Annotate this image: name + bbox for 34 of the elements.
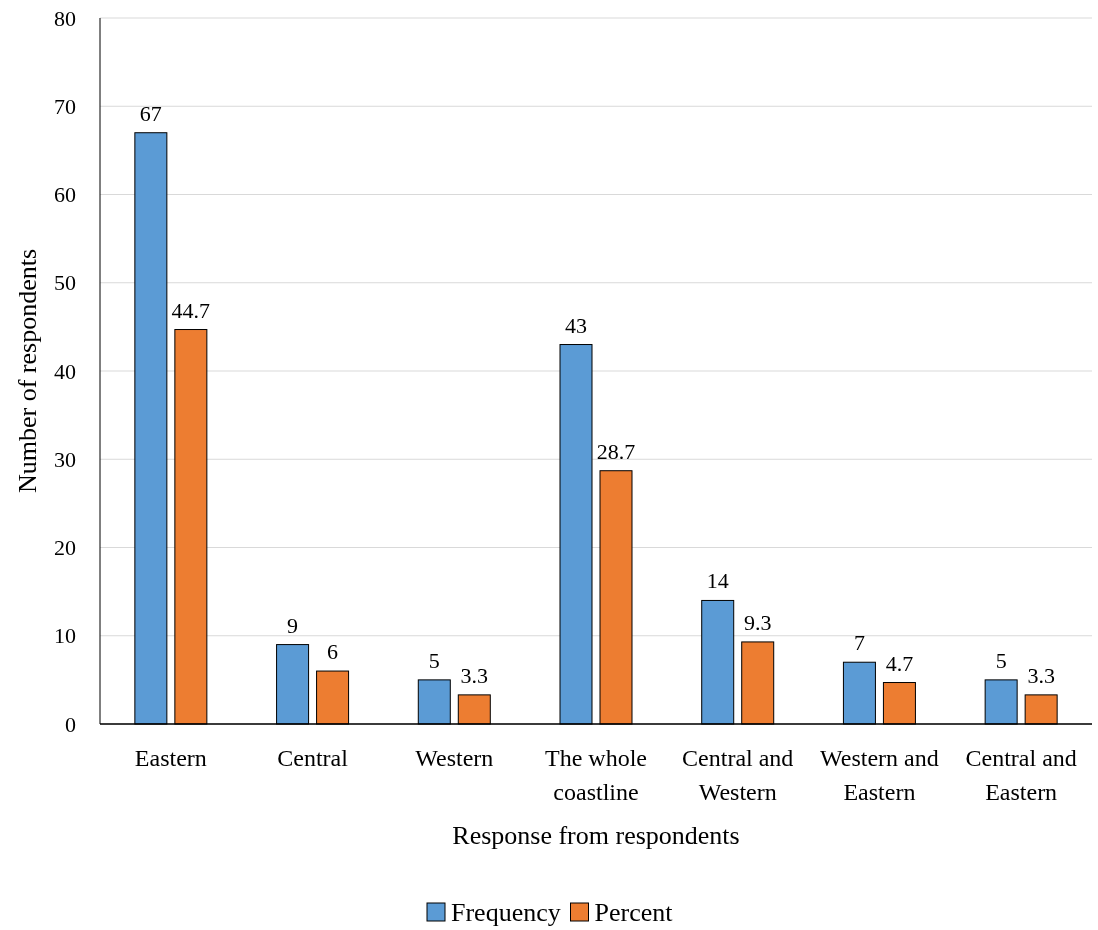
data-label: 67: [139, 100, 162, 126]
legend-label: Frequency: [451, 898, 561, 928]
y-tick-label: 30: [54, 446, 76, 472]
y-tick-label: 0: [65, 711, 76, 737]
y-tick-label: 10: [54, 623, 76, 649]
data-label: 9.3: [743, 609, 772, 635]
y-tick-label: 70: [54, 93, 76, 119]
data-label: 3.3: [460, 662, 489, 688]
x-tick-label: Western: [415, 745, 494, 771]
y-tick-label: 80: [54, 5, 76, 31]
y-tick-label: 60: [54, 182, 76, 208]
data-label: 14: [706, 568, 729, 594]
data-label: 6: [327, 639, 339, 665]
x-tick-label: Central and Western: [682, 745, 794, 805]
x-tick-label: Central: [277, 745, 349, 771]
data-label: 7: [853, 630, 865, 656]
data-label: 9: [287, 612, 299, 638]
legend-label: Percent: [594, 898, 674, 928]
x-axis-title: Response from respondents: [452, 821, 740, 850]
data-label: 44.7: [171, 297, 211, 323]
x-tick-label: Western and Eastern: [820, 745, 939, 805]
data-label: 5: [428, 647, 440, 673]
y-axis-title: Number of respondents: [13, 248, 42, 494]
data-label: 43: [565, 312, 587, 338]
y-tick-label: 50: [54, 270, 76, 296]
x-tick-label: Central and Eastern: [965, 745, 1077, 805]
data-label: 28.7: [596, 438, 636, 464]
x-tick-label: Eastern: [134, 745, 207, 771]
y-tick-label: 40: [54, 358, 76, 384]
x-tick-label: The whole coastline: [545, 745, 647, 805]
data-label: 3.3: [1027, 662, 1055, 688]
data-label: 4.7: [885, 650, 914, 676]
y-tick-label: 20: [54, 535, 76, 561]
data-label: 5: [995, 647, 1007, 673]
